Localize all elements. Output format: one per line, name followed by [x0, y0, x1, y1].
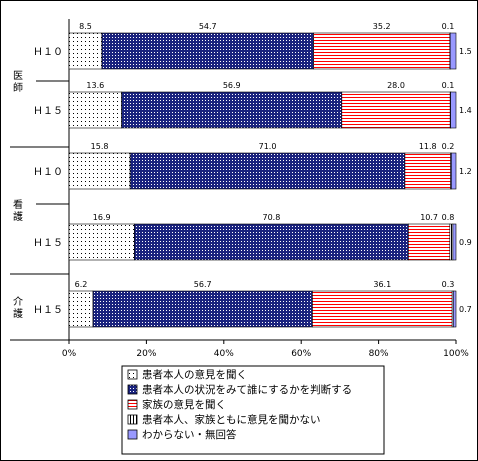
bar-segment — [408, 223, 451, 261]
legend-swatch — [127, 369, 138, 380]
data-label: 0.3 — [442, 280, 455, 289]
bar-segment — [68, 223, 135, 261]
data-label: 1.4 — [459, 106, 472, 115]
bar-segment — [312, 290, 453, 328]
group-label: 医師 — [13, 70, 23, 94]
data-label: 28.0 — [387, 81, 405, 90]
data-label: 13.6 — [86, 81, 104, 90]
bar-segment — [101, 32, 314, 70]
data-label: 0.2 — [442, 142, 455, 151]
group-label: 看護 — [13, 198, 23, 223]
data-label: 6.2 — [75, 280, 88, 289]
data-label: 0.1 — [442, 22, 455, 31]
data-label: 56.9 — [223, 81, 241, 90]
data-label: 36.1 — [373, 280, 391, 289]
bar-segment — [129, 152, 406, 190]
data-label: 15.8 — [91, 142, 109, 151]
row-label: Ｈ１０ — [33, 47, 63, 58]
bar-segment — [452, 223, 457, 261]
data-label: 54.7 — [199, 22, 217, 31]
data-label: 35.2 — [373, 22, 391, 31]
data-label: 56.7 — [194, 280, 212, 289]
data-label: 70.8 — [262, 213, 280, 222]
legend-swatch — [127, 429, 138, 440]
legend-swatch — [127, 399, 138, 410]
data-label: 10.7 — [420, 213, 438, 222]
data-label: 0.7 — [459, 305, 472, 314]
x-tick-label: 0% — [62, 349, 77, 359]
data-label: 16.9 — [93, 213, 111, 222]
data-label: 1.2 — [459, 167, 472, 176]
legend-label: わからない・無回答 — [142, 428, 237, 441]
row-label: Ｈ１５ — [33, 106, 63, 117]
data-label: 0.1 — [442, 81, 455, 90]
data-label: 11.8 — [419, 142, 437, 151]
x-tick-label: 80% — [369, 349, 389, 359]
bar-segment — [452, 290, 457, 328]
legend-swatch — [127, 384, 138, 395]
row-label: Ｈ１５ — [33, 238, 63, 249]
bar-segment — [449, 32, 457, 70]
bar-segment — [450, 91, 457, 129]
bar-segment — [134, 223, 409, 261]
row-label: Ｈ１０ — [33, 167, 63, 178]
legend-label: 患者本人の意見を聞く — [142, 368, 247, 381]
group-label: 介護 — [13, 296, 23, 320]
x-tick-label: 60% — [291, 349, 311, 359]
data-label: 1.5 — [459, 47, 472, 56]
bar-segment — [313, 32, 451, 70]
legend-label: 患者本人、家族ともに意見を聞かない — [142, 413, 321, 426]
legend — [121, 365, 385, 455]
legend-label: 家族の意見を聞く — [142, 398, 226, 411]
data-label: 0.8 — [442, 213, 455, 222]
bar-segment — [92, 290, 313, 328]
data-label: 8.5 — [79, 22, 92, 31]
x-tick-label: 100% — [443, 349, 469, 359]
x-tick-label: 40% — [214, 349, 234, 359]
bar-segment — [68, 290, 94, 328]
legend-label: 患者本人の状況をみて誰にするかを判断する — [142, 383, 352, 396]
bar-segment — [451, 152, 457, 190]
bar-segment — [68, 91, 122, 129]
bar-segment — [404, 152, 451, 190]
legend-swatch — [127, 414, 138, 425]
x-tick-label: 20% — [136, 349, 156, 359]
bar-segment — [68, 152, 131, 190]
bar-segment — [449, 223, 454, 261]
bar-segment — [68, 32, 103, 70]
bar-segment — [341, 91, 451, 129]
row-label: Ｈ１５ — [33, 305, 63, 316]
bar-segment — [121, 91, 343, 129]
data-label: 0.9 — [459, 238, 472, 247]
data-label: 71.0 — [259, 142, 277, 151]
